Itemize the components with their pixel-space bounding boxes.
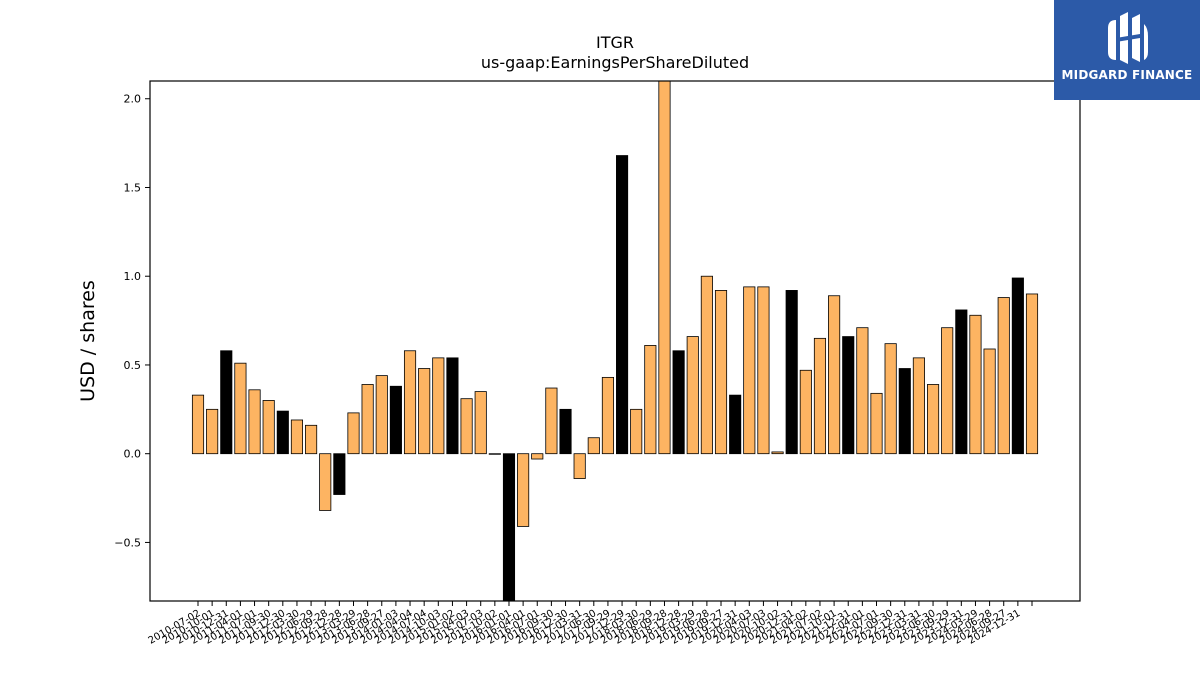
bar-2015-04-03 (460, 398, 473, 455)
bar-2024-03-29 (969, 314, 982, 455)
bar-2023-06-30 (927, 384, 940, 455)
bar-2012-12-28 (333, 453, 346, 495)
brand-logo: MIDGARD FINANCE (1054, 0, 1200, 100)
bar-2024-09-27 (997, 297, 1010, 455)
bar-2021-04-02 (799, 369, 812, 455)
bar-2018-03-30 (630, 408, 643, 455)
bar-2022-12-31 (898, 368, 911, 455)
bar-2010-10-01 (206, 408, 219, 455)
bar-2018-09-28 (658, 80, 671, 455)
bar-2016-01-01 (502, 453, 516, 602)
bar-2019-06-28 (700, 275, 713, 455)
y-axis-label: USD / shares (77, 280, 99, 402)
bar-2011-04-01 (234, 362, 247, 455)
bar-2015-07-03 (474, 391, 487, 455)
bar-2022-07-01 (870, 392, 883, 455)
bar-2019-03-29 (686, 336, 699, 455)
bar-2013-06-28 (361, 384, 374, 455)
bar-2019-12-31 (729, 394, 742, 455)
bar-2017-09-29 (601, 376, 614, 455)
chart-subtitle: us-gaap:EarningsPerShareDiluted (481, 53, 749, 72)
bar-2021-10-01 (828, 295, 841, 455)
bar-2018-12-28 (672, 350, 685, 455)
bar-2021-12-31 (842, 336, 855, 455)
y-tick-label: 0.0 (124, 448, 142, 461)
bar-2017-03-31 (573, 453, 586, 479)
y-tick-label: −0.5 (114, 536, 141, 549)
bar-2015-10-02 (488, 453, 501, 455)
bars-group (191, 80, 1039, 602)
bar-2021-07-02 (813, 337, 827, 455)
bar-2024-12-31 (1011, 277, 1024, 455)
bar-2016-04-01 (517, 453, 530, 527)
bar-2023-12-31 (955, 309, 968, 455)
bar-2016-12-30 (559, 408, 572, 455)
bar-2016-07-01 (531, 453, 544, 460)
bar-2020-04-03 (743, 286, 756, 455)
bar-2023-09-29 (941, 327, 954, 455)
bar-2023-03-31 (912, 357, 925, 455)
bar-2020-10-02 (771, 451, 784, 455)
y-axis-ticks: −0.5 0.0 0.5 1.0 1.5 2.0 (114, 93, 150, 549)
plot-frame (149, 80, 1081, 602)
brand-logo-text: MIDGARD FINANCE (1061, 68, 1193, 82)
bar-2019-09-27 (714, 290, 728, 455)
bar-2012-06-29 (305, 424, 318, 455)
bar-2014-04-04 (403, 350, 417, 455)
midgard-logo-icon (1108, 12, 1148, 64)
bar-2017-06-30 (587, 437, 600, 455)
y-tick-label: 1.0 (124, 270, 142, 283)
bar-2011-12-30 (276, 410, 289, 455)
bar-2017-12-29 (616, 155, 629, 455)
bar-2018-06-29 (644, 345, 657, 455)
bar-2010-12-31 (220, 350, 233, 455)
bar-2013-03-29 (347, 412, 360, 455)
bar-2014-10-03 (432, 357, 445, 455)
bar-2011-07-01 (248, 389, 261, 455)
x-axis-ticks: 2010-07-022010-10-012010-12-312011-04-01… (147, 601, 1033, 647)
bar-2022-04-01 (856, 327, 869, 455)
bar-2015-01-02 (446, 357, 459, 455)
bar-2012-09-28 (319, 453, 332, 511)
bar-2011-09-30 (262, 400, 275, 455)
bar-2020-12-31 (785, 290, 798, 455)
bar-2010-07-02 (191, 394, 205, 455)
bar-2013-09-27 (375, 375, 388, 455)
y-tick-label: 0.5 (124, 359, 142, 372)
bar-2020-07-03 (757, 286, 770, 455)
bar-2014-07-04 (418, 368, 431, 455)
bar-2012-03-30 (290, 419, 304, 455)
y-tick-label: 1.5 (124, 181, 142, 194)
bar-2016-09-30 (545, 387, 558, 455)
bar-2022-09-30 (884, 343, 897, 455)
bar-2024-06-28 (983, 348, 996, 455)
bar-undefined (1025, 293, 1039, 455)
bar-2014-01-03 (389, 385, 402, 455)
chart-title: ITGR (596, 33, 634, 52)
y-tick-label: 2.0 (124, 93, 142, 106)
